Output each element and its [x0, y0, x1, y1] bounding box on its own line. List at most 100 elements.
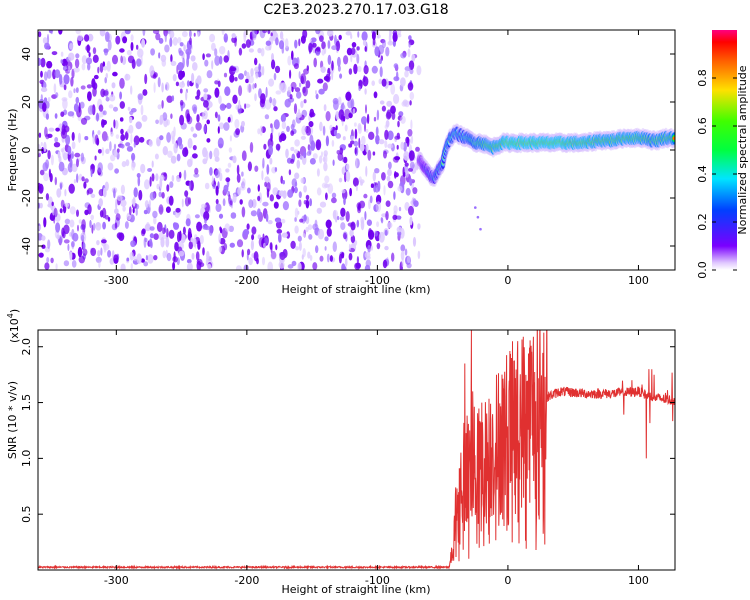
noise-blob [223, 33, 228, 43]
noise-blob [45, 193, 50, 201]
noise-blob [186, 56, 190, 68]
noise-blob [354, 262, 361, 270]
noise-blob [408, 205, 414, 216]
noise-blob [203, 211, 210, 221]
noise-blob [185, 218, 191, 227]
noise-blob [38, 225, 42, 230]
noise-blob [54, 113, 58, 119]
noise-blob [280, 114, 286, 123]
noise-blob [353, 63, 358, 75]
noise-blob [386, 175, 391, 182]
noise-blob [166, 95, 173, 103]
noise-blob [356, 219, 360, 228]
noise-blob [350, 135, 355, 141]
noise-blob [99, 210, 104, 218]
noise-blob [316, 187, 322, 196]
noise-blob [323, 162, 328, 172]
noise-blob [119, 48, 125, 53]
noise-blob [149, 65, 155, 76]
noise-blob [82, 242, 86, 250]
noise-blob [131, 160, 136, 171]
noise-blob [407, 48, 411, 58]
colorbar-label: Normalized spectral amplitude [736, 65, 749, 234]
noise-blob [104, 77, 107, 84]
noise-blob [120, 55, 123, 64]
noise-blob [75, 30, 81, 35]
noise-blob [101, 131, 108, 142]
noise-blob [405, 187, 411, 196]
noise-blob [74, 152, 81, 158]
noise-blob [179, 42, 184, 47]
noise-blob [60, 148, 64, 153]
noise-blob [130, 41, 134, 51]
noise-blob [67, 111, 75, 117]
noise-blob [397, 230, 402, 237]
noise-blob [294, 39, 298, 49]
noise-blob [365, 165, 368, 177]
noise-blob [107, 250, 112, 258]
noise-blob [54, 137, 59, 143]
noise-blob [366, 219, 372, 226]
noise-blob [273, 106, 278, 112]
noise-blob [102, 90, 109, 96]
noise-blob [109, 94, 116, 102]
noise-blob [381, 172, 386, 181]
x-tick-label: 0 [504, 274, 511, 287]
noise-blob [278, 40, 285, 50]
noise-blob [316, 207, 322, 214]
noise-blob [287, 189, 294, 198]
noise-blob [319, 155, 323, 164]
noise-blob [62, 152, 68, 161]
noise-blob [254, 82, 257, 89]
noise-blob [250, 210, 257, 217]
noise-blob [90, 193, 96, 198]
noise-blob [294, 139, 300, 147]
noise-blob [108, 104, 114, 109]
noise-blob [326, 227, 332, 237]
noise-blob [169, 181, 174, 189]
noise-blob [186, 80, 190, 87]
noise-blob [115, 198, 118, 210]
noise-blob [98, 198, 103, 207]
noise-blob [39, 169, 45, 176]
noise-blob [199, 234, 204, 245]
noise-blob [254, 93, 257, 102]
noise-blob [294, 225, 299, 234]
noise-blob [263, 242, 266, 249]
noise-blob [299, 82, 302, 88]
noise-blob [169, 30, 175, 39]
noise-blob [269, 242, 273, 251]
noise-blob [264, 114, 270, 120]
noise-blob [337, 65, 341, 72]
noise-blob [362, 76, 369, 87]
noise-blob [319, 121, 323, 132]
noise-blob [77, 246, 83, 258]
noise-blob [393, 63, 399, 69]
noise-blob [296, 112, 302, 118]
noise-blob [339, 73, 343, 79]
noise-blob [172, 74, 177, 82]
noise-blob [381, 78, 387, 87]
noise-blob [273, 72, 277, 81]
noise-blob [105, 72, 109, 79]
noise-blob [187, 158, 193, 168]
noise-blob [206, 250, 210, 260]
noise-blob [206, 119, 210, 125]
noise-blob [380, 217, 383, 222]
noise-blob [260, 93, 266, 104]
snr-frame [37, 329, 676, 571]
noise-blob [341, 189, 346, 194]
noise-blob [281, 121, 287, 130]
noise-blob [164, 32, 167, 43]
noise-blob [301, 254, 304, 260]
noise-blob [164, 44, 170, 53]
noise-blob [55, 92, 59, 98]
noise-blob [325, 192, 328, 201]
noise-blob [360, 181, 363, 186]
noise-blob [104, 31, 110, 43]
noise-blob [357, 31, 360, 38]
noise-blob [254, 165, 259, 172]
noise-blob [344, 258, 348, 267]
noise-blob [75, 96, 80, 104]
